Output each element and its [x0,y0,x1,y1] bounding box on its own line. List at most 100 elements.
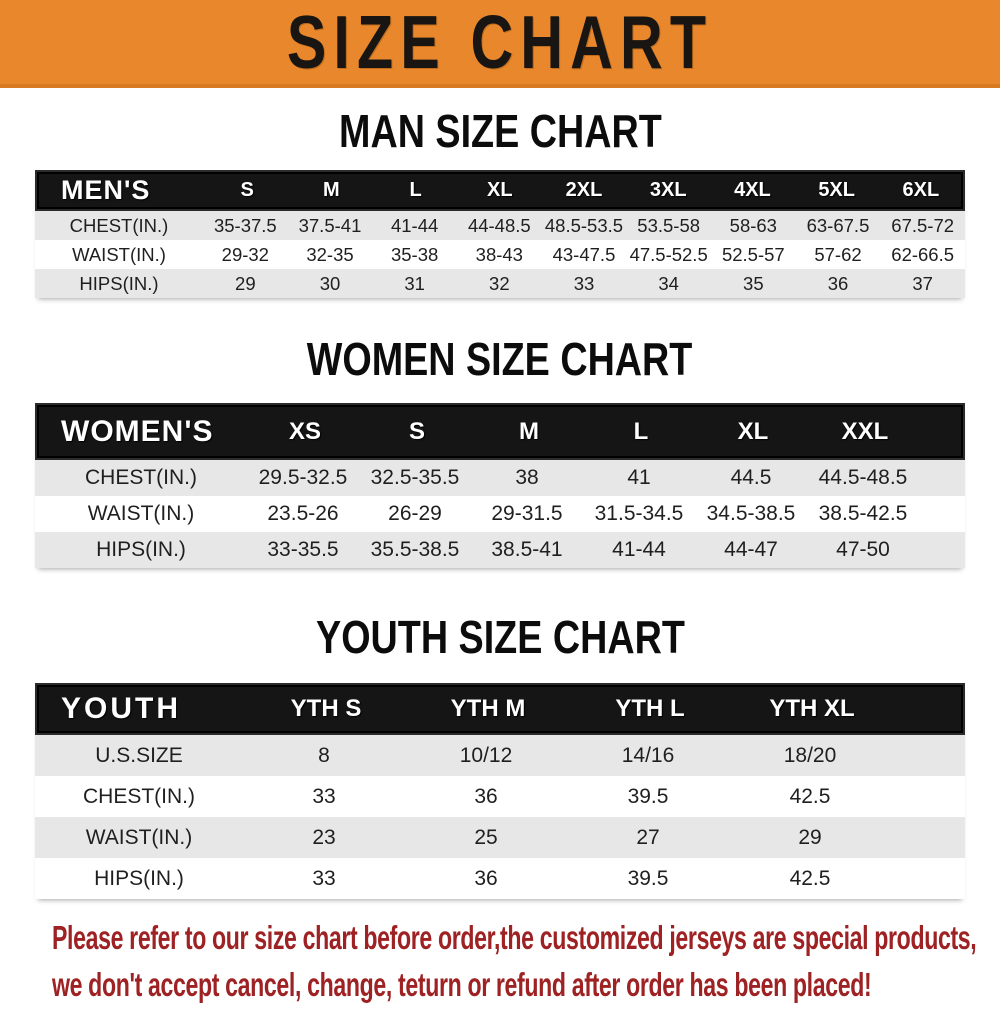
measurement-row: HIPS(IN.) 29 30 31 32 33 34 35 36 37 [35,269,965,298]
size-column-header: YTH XL [769,695,855,722]
measurement-row: HIPS(IN.) 33-35.5 35.5-38.5 38.5-41 41-44 44-… [35,532,965,568]
size-cell: 39.5 [627,784,669,808]
measurement-row-label: HIPS(IN.) [94,866,184,890]
measurement-row-label: CHEST(IN.) [83,784,195,808]
measurement-row: CHEST(IN.) 35-37.5 37.5-41 41-44 44-48.5 48.5… [35,211,965,240]
size-column-header: XL [737,417,769,445]
size-cell: 18/20 [783,743,837,767]
size-section-men: MAN SIZE CHART MEN'S S M L XL 2XL 3XL 4XL 5XL 6XL… [0,105,1000,298]
size-column-header: YTH S [290,695,362,722]
size-cell: 35-37.5 [213,214,277,236]
size-column-header: YTH L [615,695,685,722]
measurement-row: WAIST(IN.) 23 25 27 29 [35,817,965,858]
size-cell: 32.5-35.5 [370,466,460,489]
size-cell: 23 [312,825,336,849]
table-header-row: MEN'S S M L XL 2XL 3XL 4XL 5XL 6XL [35,170,965,211]
size-column-header: 6XL [902,179,940,201]
size-cell: 57-62 [814,243,862,265]
size-cell: 35 [743,272,764,294]
size-column-header: 4XL [734,179,771,201]
size-cell: 52.5-57 [721,243,785,265]
size-cell: 34 [658,272,679,294]
size-cell: 38.5-42.5 [818,502,908,525]
size-cell: 48.5-53.5 [544,214,624,236]
measurement-row-label: WAIST(IN.) [87,502,195,525]
size-cell: 27 [636,825,660,849]
size-cell: 42.5 [789,784,831,808]
size-cell: 31 [404,272,425,294]
section-title: MAN SIZE CHART [338,104,662,158]
size-chart-sections: MAN SIZE CHART MEN'S S M L XL 2XL 3XL 4XL 5XL 6XL… [0,105,1000,899]
measurement-row: U.S.SIZE 8 10/12 14/16 18/20 [35,735,965,776]
table-header-row: YOUTH YTH S YTH M YTH L YTH XL [35,683,965,735]
size-cell: 30 [319,272,341,294]
size-cell: 38.5-41 [491,538,563,561]
size-cell: 44-47 [724,538,778,561]
measurement-row: WAIST(IN.) 23.5-26 26-29 29-31.5 31.5-34.5 34… [35,496,965,532]
size-cell: 39.5 [627,866,669,890]
size-cell: 47.5-52.5 [629,243,708,265]
size-column-header: 2XL [565,179,603,201]
men-header-label: MEN'S [61,175,151,205]
size-cell: 67.5-72 [891,214,955,236]
size-cell: 41 [627,466,651,489]
size-cell: 33 [312,784,336,808]
size-chart-banner: SIZE CHART [0,0,1000,88]
size-column-header: M [519,417,539,445]
measurement-row-label: WAIST(IN.) [72,243,166,265]
size-column-header: XS [288,417,321,445]
size-cell: 34.5-38.5 [706,502,796,525]
size-cell: 10/12 [459,743,513,767]
size-column-header: L [633,417,649,445]
size-cell: 32 [489,272,510,294]
size-cell: 38 [515,466,539,489]
size-cell: 33 [573,272,595,294]
section-title: WOMEN SIZE CHART [307,332,693,386]
size-cell: 44.5 [730,466,772,489]
measurement-row: CHEST(IN.) 33 36 39.5 42.5 [35,776,965,817]
section-title-wrap: WOMEN SIZE CHART [0,333,1000,385]
size-cell: 63-67.5 [806,214,870,236]
measurement-row-label: CHEST(IN.) [69,214,169,236]
size-cell: 36 [474,866,498,890]
size-column-header: S [240,179,254,201]
size-cell: 47-50 [836,538,890,561]
order-notice-line-2: we don't accept cancel, change, teturn o… [52,965,872,1003]
size-table: WOMEN'S XS S M L XL XXL CHEST(IN.) 29.5-32.5 32.… [35,403,965,568]
size-column-header: XL [486,179,513,201]
size-cell: 37 [912,272,933,294]
size-cell: 25 [474,825,498,849]
size-cell: 29-32 [221,243,269,265]
size-cell: 35-38 [390,243,439,265]
size-cell: 38-43 [475,243,523,265]
size-cell: 29.5-32.5 [258,466,348,489]
size-cell: 33-35.5 [267,538,339,561]
size-section-youth: YOUTH SIZE CHART YOUTH YTH S YTH M YTH L YTH… [0,611,1000,899]
size-column-header: 5XL [818,179,855,201]
size-cell: 29 [235,272,256,294]
measurement-row-label: U.S.SIZE [95,743,183,767]
size-cell: 41-44 [390,214,439,236]
size-section-women: WOMEN SIZE CHART WOMEN'S XS S M L XL XXL CHEST… [0,333,1000,568]
size-cell: 32-35 [306,243,354,265]
size-cell: 41-44 [612,538,666,561]
size-cell: 43-47.5 [552,243,616,265]
section-title-wrap: MAN SIZE CHART [0,105,1000,157]
size-cell: 29-31.5 [491,502,563,525]
measurement-row: CHEST(IN.) 29.5-32.5 32.5-35.5 38 41 44.5 44.5… [35,460,965,496]
size-cell: 31.5-34.5 [594,502,684,525]
size-cell: 26-29 [388,502,442,525]
measurement-row: HIPS(IN.) 33 36 39.5 42.5 [35,858,965,899]
size-column-header: YTH M [450,695,526,722]
size-cell: 53.5-58 [637,214,701,236]
banner-title: SIZE CHART [286,0,714,85]
size-cell: 36 [827,272,849,294]
size-cell: 37.5-41 [298,214,362,236]
measurement-row-label: HIPS(IN.) [96,538,186,561]
size-cell: 33 [312,866,336,890]
measurement-row-label: CHEST(IN.) [85,466,197,489]
order-notice: Please refer to our size chart before or… [0,915,1000,1009]
measurement-row: WAIST(IN.) 29-32 32-35 35-38 38-43 43-47.5 47.… [35,240,965,269]
size-cell: 44-48.5 [467,214,531,236]
